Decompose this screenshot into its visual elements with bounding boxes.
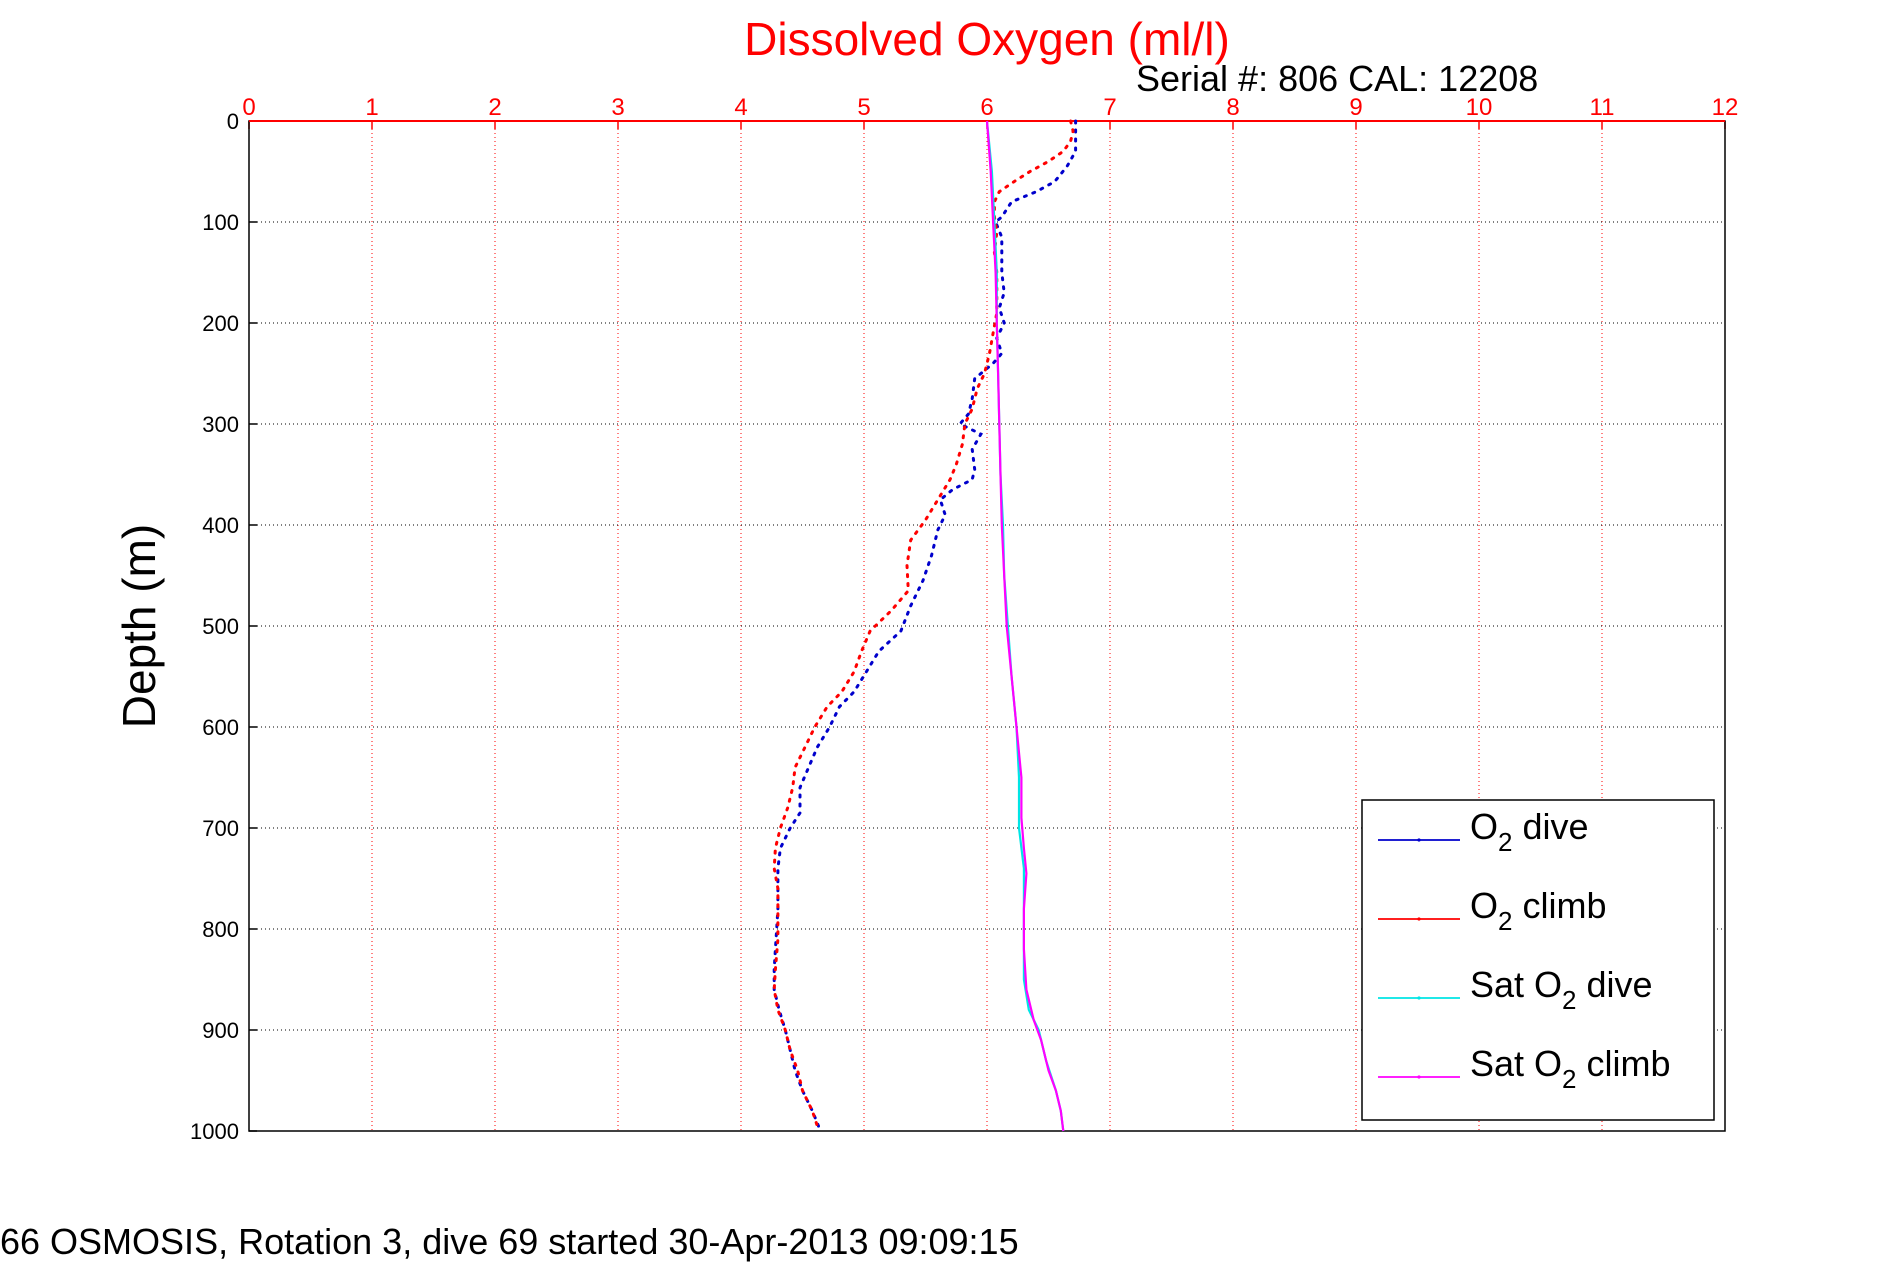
y-tick-label: 700: [202, 816, 239, 841]
x-tick-label: 10: [1466, 94, 1493, 121]
x-tick-label: 0: [242, 94, 255, 121]
x-tick-label: 1: [365, 94, 378, 121]
legend-label: Sat O2 climb: [1470, 1043, 1671, 1094]
legend-swatch-marker: [1417, 917, 1421, 921]
y-tick-label: 500: [202, 614, 239, 639]
y-tick-label: 800: [202, 917, 239, 942]
x-tick-label: 8: [1226, 94, 1239, 121]
y-tick-label: 0: [227, 109, 239, 134]
legend-label: O2 climb: [1470, 885, 1607, 936]
legend-item-o2-dive: O2 dive: [1378, 806, 1589, 857]
x-tick-label: 9: [1349, 94, 1362, 121]
x-tick-label: 3: [611, 94, 624, 121]
legend-swatch-marker: [1417, 1075, 1421, 1079]
y-tick-label: 300: [202, 412, 239, 437]
y-tick-label: 900: [202, 1018, 239, 1043]
x-tick-label: 5: [857, 94, 870, 121]
x-tick-label: 11: [1590, 94, 1615, 121]
series-o2-dive: [772, 119, 1078, 1133]
x-tick-label: 7: [1103, 94, 1116, 121]
y-tick-label: 400: [202, 513, 239, 538]
x-tick-label: 6: [980, 94, 993, 121]
y-tick-label: 600: [202, 715, 239, 740]
y-axis-label: Depth (m): [113, 524, 165, 728]
x-tick-label: 2: [488, 94, 501, 121]
x-tick-label: 12: [1712, 94, 1739, 121]
x-tick-label: 4: [734, 94, 747, 121]
legend-item-sat-dive: Sat O2 dive: [1378, 964, 1653, 1015]
legend-item-o2-climb: O2 climb: [1378, 885, 1607, 936]
chart-subtitle: Serial #: 806 CAL: 12208: [1136, 58, 1538, 99]
chart-title: Dissolved Oxygen (ml/l): [744, 13, 1230, 65]
footer-caption: 66 OSMOSIS, Rotation 3, dive 69 started …: [0, 1221, 1019, 1262]
series-layer: [772, 119, 1078, 1133]
legend-swatch-marker: [1417, 838, 1421, 842]
series-sat-climb: [985, 120, 1065, 1132]
y-tick-label: 100: [202, 210, 239, 235]
legend-box: [1361, 799, 1715, 1121]
y-tick-label: 200: [202, 311, 239, 336]
legend-item-sat-climb: Sat O2 climb: [1378, 1043, 1671, 1094]
legend-label: O2 dive: [1470, 806, 1589, 857]
y-tick-labels: 0 100 200 300 400 500 600 700 800 900 1000: [190, 109, 239, 1144]
y-tick-label: 1000: [190, 1119, 239, 1144]
legend-swatch-marker: [1417, 996, 1421, 1000]
legend-label: Sat O2 dive: [1470, 964, 1653, 1015]
x-tick-labels: 0 1 2 3 4 5 6 7 8 9 10 11 12: [242, 94, 1738, 121]
legend: O2 dive O2 climb Sat O2 dive Sat O2 climb: [1361, 799, 1715, 1121]
